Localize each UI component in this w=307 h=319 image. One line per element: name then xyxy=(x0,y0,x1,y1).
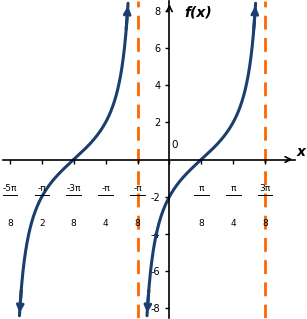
Text: 8: 8 xyxy=(135,219,140,228)
Text: 8: 8 xyxy=(71,219,77,228)
Text: π: π xyxy=(199,184,204,193)
Text: x: x xyxy=(297,145,306,159)
Text: 0: 0 xyxy=(172,140,178,150)
Text: -π: -π xyxy=(133,184,142,193)
Text: f(x): f(x) xyxy=(184,5,212,19)
Text: 4: 4 xyxy=(103,219,108,228)
Text: -5π: -5π xyxy=(3,184,17,193)
Text: -π: -π xyxy=(37,184,46,193)
Text: -3π: -3π xyxy=(67,184,81,193)
Text: π: π xyxy=(231,184,236,193)
Text: 4: 4 xyxy=(230,219,236,228)
Text: 3π: 3π xyxy=(259,184,271,193)
Text: 8: 8 xyxy=(262,219,268,228)
Text: 2: 2 xyxy=(39,219,45,228)
Text: -π: -π xyxy=(101,184,110,193)
Text: 8: 8 xyxy=(198,219,204,228)
Text: 8: 8 xyxy=(7,219,13,228)
